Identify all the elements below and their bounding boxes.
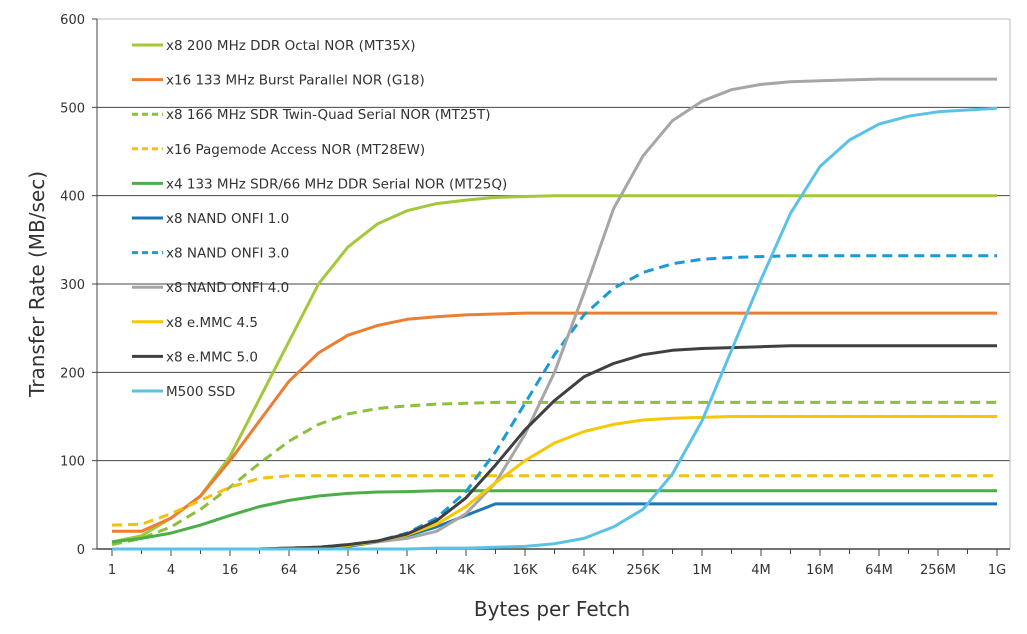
y-tick-label: 100 — [60, 455, 85, 470]
y-tick-label: 400 — [60, 190, 85, 205]
x-tick-label: 1K — [399, 563, 416, 578]
legend-label: x8 e.MMC 5.0 — [166, 349, 258, 365]
legend-label: x4 133 MHz SDR/66 MHz DDR Serial NOR (MT… — [166, 176, 507, 192]
x-tick-label: 256 — [336, 563, 361, 578]
x-tick-label: 64K — [571, 563, 597, 578]
series-line — [111, 474, 997, 527]
x-axis-title: Bytes per Fetch — [474, 597, 630, 621]
series-line — [111, 400, 997, 547]
x-tick-label: 256M — [920, 563, 956, 578]
x-tick-label: 1G — [988, 563, 1006, 578]
legend-label: x16 Pagemode Access NOR (MT28EW) — [166, 142, 425, 158]
x-tick-label: 1M — [692, 563, 712, 578]
series-lines — [111, 77, 998, 551]
legend-label: M500 SSD — [166, 384, 235, 400]
x-tick-label: 16M — [806, 563, 834, 578]
legend: x8 200 MHz DDR Octal NOR (MT35X) x16 133 … — [132, 38, 507, 400]
y-tick-label: 300 — [60, 278, 85, 293]
series-line — [111, 194, 997, 544]
y-tick-label: 500 — [60, 101, 85, 116]
x-tick-label: 4 — [167, 563, 175, 578]
series-line — [111, 489, 997, 544]
series-line — [112, 415, 997, 551]
x-tick-label: 1 — [108, 563, 116, 578]
x-tick-label: 64 — [281, 563, 298, 578]
x-tick-label: 256K — [626, 563, 660, 578]
gridlines — [97, 18, 1010, 462]
x-axis: 1 4 16 64 256 1K 4K 16K 64K 256K 1M 4M 16M 64M 256M 1G — [97, 548, 1010, 578]
series-line — [112, 106, 998, 551]
legend-label: x8 NAND ONFI 1.0 — [166, 211, 289, 227]
legend-label: x8 200 MHz DDR Octal NOR (MT35X) — [166, 38, 415, 54]
legend-label: x8 NAND ONFI 4.0 — [166, 280, 289, 296]
series-line — [112, 311, 997, 533]
series-line — [112, 344, 997, 551]
y-tick-label: 200 — [60, 366, 85, 381]
y-axis-title: Transfer Rate (MB/sec) — [25, 171, 49, 398]
x-tick-label: 64M — [865, 563, 893, 578]
y-axis: 0 100 200 300 400 500 600 — [60, 13, 1011, 558]
x-tick-label: 4K — [458, 563, 475, 578]
legend-label: x8 e.MMC 4.5 — [166, 315, 258, 331]
x-tick-label: 16K — [512, 563, 538, 578]
x-tick-label: 4M — [751, 563, 771, 578]
y-tick-label: 600 — [60, 13, 85, 28]
legend-label: x16 133 MHz Burst Parallel NOR (G18) — [166, 73, 425, 89]
x-tick-label: 16 — [222, 563, 239, 578]
legend-label: x8 166 MHz SDR Twin-Quad Serial NOR (MT2… — [166, 107, 491, 123]
y-tick-label: 0 — [77, 543, 85, 558]
legend-label: x8 NAND ONFI 3.0 — [166, 246, 289, 262]
